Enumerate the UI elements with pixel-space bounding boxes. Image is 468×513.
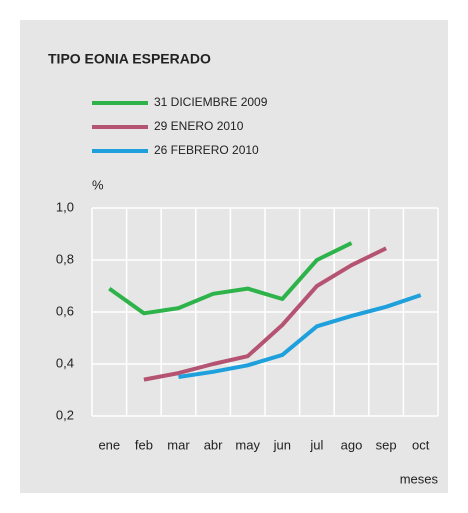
y-axis-label: %	[92, 177, 104, 192]
y-tick-label: 0,8	[56, 251, 74, 266]
legend-label: 26 FEBRERO 2010	[154, 143, 259, 157]
x-tick-label: abr	[204, 437, 223, 452]
legend-label: 29 ENERO 2010	[154, 119, 244, 133]
panel	[20, 20, 448, 493]
x-tick-label: mar	[167, 437, 190, 452]
series-line	[178, 293, 422, 379]
x-tick-label: sep	[376, 437, 397, 452]
y-tick-label: 0,2	[56, 407, 74, 422]
x-tick-label: ago	[341, 437, 363, 452]
x-tick-label: ene	[98, 437, 120, 452]
series-line	[108, 241, 353, 316]
x-tick-label: oct	[412, 437, 430, 452]
x-tick-label: jul	[309, 437, 323, 452]
y-tick-label: 0,4	[56, 355, 74, 370]
y-tick-label: 0,6	[56, 303, 74, 318]
x-tick-label: feb	[135, 437, 153, 452]
y-tick-label: 1,0	[56, 199, 74, 214]
chart-title: TIPO EONIA ESPERADO	[48, 51, 211, 67]
legend-label: 31 DICIEMBRE 2009	[154, 95, 268, 109]
x-tick-label: may	[235, 437, 260, 452]
x-tick-label: jun	[273, 437, 291, 452]
x-axis-label: meses	[400, 471, 439, 486]
series-line	[143, 246, 387, 382]
